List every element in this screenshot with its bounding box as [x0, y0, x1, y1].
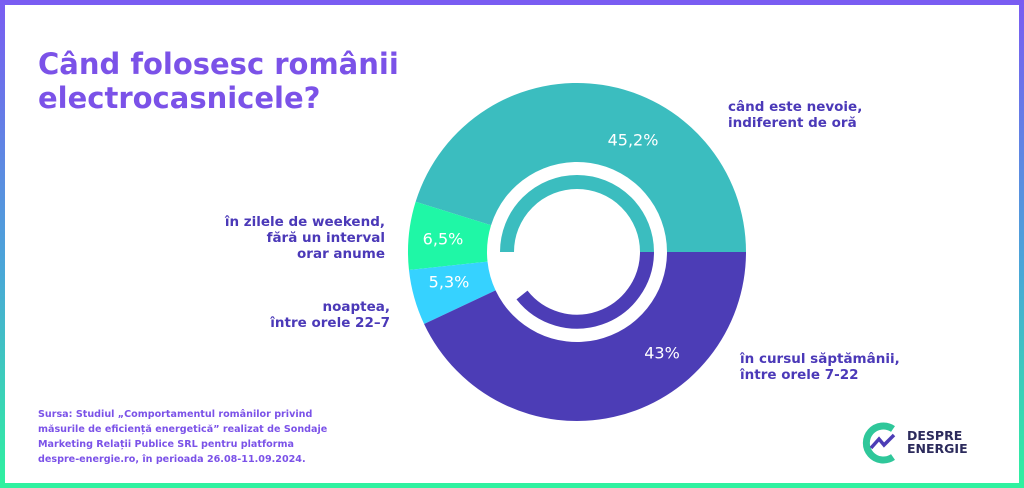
slice-label: când este nevoie, indiferent de oră	[728, 99, 863, 131]
logo-icon	[862, 422, 896, 464]
slice	[415, 82, 746, 252]
slice-label: în cursul săptămânii, între orele 7-22	[740, 351, 900, 383]
source-note: Sursa: Studiul „Comportamentul românilor…	[38, 409, 328, 465]
inner-ring	[516, 251, 654, 329]
chart: 45,2% 6,5% 5,3% 43%	[408, 82, 896, 464]
hole-decor	[515, 190, 639, 314]
value-label: 43%	[644, 344, 680, 363]
chart-title: Când folosesc românii electrocasnicele?	[38, 47, 399, 115]
value-label: 6,5%	[423, 230, 464, 249]
slice	[408, 201, 492, 271]
slice	[408, 261, 496, 324]
slice-label: în zilele de weekend, fără un interval o…	[224, 214, 385, 262]
logo-text: DESPRE ENERGIE	[907, 428, 968, 456]
slice	[424, 252, 746, 421]
slice-label: noaptea, între orele 22–7	[270, 299, 390, 331]
value-label: 5,3%	[429, 273, 470, 292]
inner-ring	[500, 175, 654, 253]
value-label: 45,2%	[608, 131, 659, 150]
card: 45,2% 6,5% 5,3% 43% Când folosesc românii e…	[5, 5, 1019, 483]
